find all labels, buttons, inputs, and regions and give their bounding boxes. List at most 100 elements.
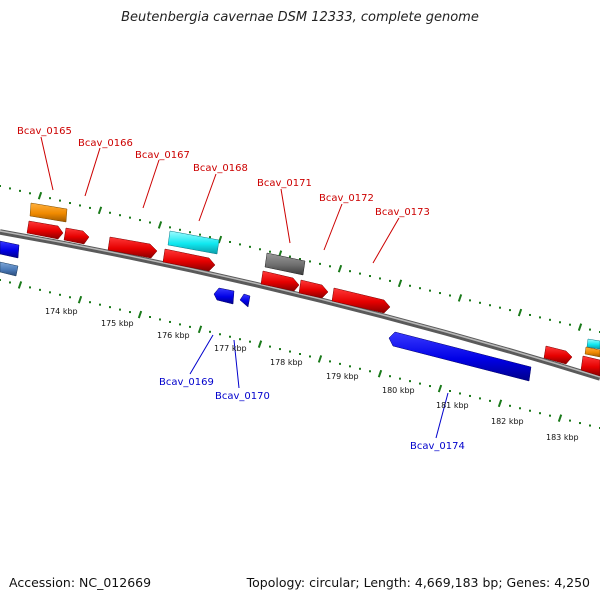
kbp-label-176: 176 kbp — [157, 331, 190, 340]
gene-label-bcav-0167[interactable]: Bcav_0167 — [135, 150, 190, 161]
lower-track-minor-tick — [419, 382, 421, 385]
lower-track-minor-tick — [49, 291, 51, 294]
lower-track-minor-tick — [59, 293, 61, 296]
upper-track-minor-tick — [259, 248, 261, 251]
gene-feature-bcav-0173[interactable] — [331, 287, 391, 314]
lower-track-minor-tick — [539, 412, 541, 415]
upper-track-minor-tick — [559, 321, 561, 324]
lower-track-minor-tick — [9, 281, 11, 284]
kbp-label-180: 180 kbp — [382, 386, 415, 395]
kbp-labels: 174 kbp 175 kbp 176 kbp 177 kbp 178 kbp … — [45, 307, 579, 442]
lower-track-minor-tick — [119, 308, 121, 311]
gene-label-bcav-0166[interactable]: Bcav_0166 — [78, 138, 133, 149]
lower-track-major-tick — [377, 369, 383, 378]
lower-track-minor-tick — [99, 303, 101, 306]
gene-feature-bcav-0165b[interactable] — [26, 220, 64, 240]
upper-track-minor-tick — [179, 228, 181, 231]
lower-track-minor-tick — [39, 288, 41, 291]
upper-track-minor-tick — [119, 214, 121, 217]
gene-feature-right-red[interactable] — [543, 345, 573, 365]
upper-tick-track — [0, 185, 600, 333]
genome-summary-text: Topology: circular; Length: 4,669,183 bp… — [246, 575, 590, 590]
lower-track-minor-tick — [409, 380, 411, 383]
upper-track-minor-tick — [379, 277, 381, 280]
upper-track-minor-tick — [429, 289, 431, 292]
lower-track-minor-tick — [219, 333, 221, 336]
gene-feature-right-orange[interactable] — [584, 346, 600, 358]
upper-track-major-tick — [37, 191, 43, 200]
lower-track-major-tick — [437, 384, 443, 393]
lower-track-minor-tick — [549, 414, 551, 417]
lower-track-minor-tick — [249, 340, 251, 343]
upper-track-major-tick — [457, 294, 463, 302]
feature-layer — [0, 202, 600, 382]
upper-track-minor-tick — [89, 206, 91, 209]
lower-track-minor-tick — [229, 335, 231, 338]
gene-feature-168-red[interactable] — [162, 248, 216, 272]
upper-track-minor-tick — [59, 199, 61, 202]
upper-track-minor-tick — [309, 260, 311, 263]
upper-track-minor-tick — [129, 216, 131, 219]
upper-track-major-tick — [397, 279, 403, 288]
gene-feature-bcav-0169[interactable] — [213, 287, 235, 305]
lower-track-minor-tick — [389, 375, 391, 378]
lower-track-minor-tick — [109, 306, 111, 309]
gene-label-bcav-0172[interactable]: Bcav_0172 — [319, 193, 374, 204]
kbp-label-181: 181 kbp — [436, 401, 469, 410]
lower-track-minor-tick — [359, 367, 361, 370]
gene-label-bcav-0165[interactable]: Bcav_0165 — [17, 126, 72, 137]
gene-feature-bcav-0165[interactable] — [29, 202, 68, 223]
lower-track-minor-tick — [0, 279, 1, 281]
upper-track-minor-tick — [389, 279, 391, 282]
gene-feature-right-cyan[interactable] — [586, 338, 600, 350]
lower-track-minor-tick — [239, 338, 241, 341]
upper-track-minor-tick — [589, 328, 591, 331]
lower-track-minor-tick — [449, 390, 451, 392]
gene-feature-171-red[interactable] — [260, 270, 300, 292]
gene-feature-bcav-0168[interactable] — [167, 230, 220, 255]
lower-track-minor-tick — [579, 422, 581, 425]
lower-track-minor-tick — [479, 397, 481, 400]
lower-track-minor-tick — [509, 404, 511, 407]
upper-track-major-tick — [337, 264, 343, 273]
lower-track-minor-tick — [519, 407, 521, 410]
upper-track-minor-tick — [209, 236, 211, 239]
gene-label-bcav-0173[interactable]: Bcav_0173 — [375, 207, 430, 218]
gene-feature-right-red2[interactable] — [580, 355, 600, 377]
gene-feature-left-steel[interactable] — [0, 261, 19, 277]
upper-track-major-tick — [97, 206, 103, 215]
gene-label-bcav-0169[interactable]: Bcav_0169 — [159, 377, 214, 388]
gene-label-bcav-0174[interactable]: Bcav_0174 — [410, 441, 465, 452]
lower-track-major-tick — [17, 281, 23, 289]
lower-track-minor-tick — [289, 350, 291, 353]
lower-track-minor-tick — [299, 353, 301, 355]
upper-track-minor-tick — [79, 204, 81, 207]
upper-track-minor-tick — [489, 304, 491, 307]
lower-track-minor-tick — [349, 365, 351, 368]
upper-track-minor-tick — [189, 231, 191, 234]
gene-feature-bcav-0171[interactable] — [264, 252, 306, 276]
gene-label-bcav-0171[interactable]: Bcav_0171 — [257, 178, 312, 189]
map-title: Beutenbergia cavernae DSM 12333, complet… — [121, 10, 479, 25]
lower-track-minor-tick — [209, 330, 211, 333]
gene-feature-left-blue[interactable] — [0, 240, 20, 259]
gene-label-bcav-0168[interactable]: Bcav_0168 — [193, 163, 248, 174]
gene-feature-bcav-0174[interactable] — [388, 331, 532, 382]
lower-track-major-tick — [257, 340, 263, 348]
gene-feature-bcav-0170[interactable] — [239, 293, 251, 308]
gene-feature-bcav-0172[interactable] — [298, 279, 329, 299]
upper-track-minor-tick — [369, 275, 371, 278]
lower-track-minor-tick — [129, 311, 131, 314]
gene-feature-bcav-0166[interactable] — [63, 227, 90, 245]
gene-feature-bcav-0167[interactable] — [107, 236, 158, 259]
upper-track-minor-tick — [349, 270, 351, 273]
accession-text: Accession: NC_012669 — [9, 575, 152, 590]
upper-track-major-tick — [217, 235, 223, 244]
lower-track-minor-tick — [369, 370, 371, 373]
upper-track-minor-tick — [139, 219, 141, 222]
lower-track-minor-tick — [29, 286, 31, 289]
gene-label-bcav-0170[interactable]: Bcav_0170 — [215, 391, 270, 402]
upper-track-minor-tick — [19, 189, 21, 192]
upper-track-minor-tick — [49, 197, 51, 200]
kbp-label-178: 178 kbp — [270, 358, 303, 367]
